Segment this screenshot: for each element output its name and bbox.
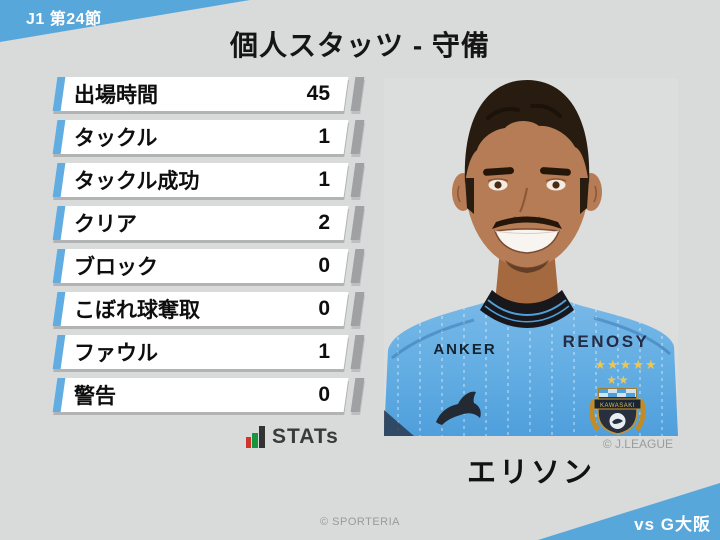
stat-value: 2 bbox=[318, 211, 330, 234]
stat-value: 45 bbox=[306, 82, 330, 105]
bar-chart-icon bbox=[246, 426, 266, 448]
collar-stripe bbox=[487, 299, 567, 316]
stats-logo-text: STATs bbox=[272, 425, 339, 448]
stat-row: クリア 2 bbox=[52, 206, 349, 240]
jersey-seam bbox=[384, 410, 414, 436]
stat-label: タックル成功 bbox=[74, 170, 200, 193]
stat-row-inner: タックル成功 1 bbox=[63, 163, 346, 197]
player-illustration: ANKER RENOSY ★★★★★ ★★ KAWASAKI bbox=[384, 78, 678, 436]
eyebrow-right bbox=[539, 167, 571, 176]
stat-label: ブロック bbox=[74, 256, 158, 279]
sponsor-renosy-text: RENOSY bbox=[563, 332, 650, 351]
club-crest: KAWASAKI bbox=[589, 387, 646, 435]
player-name: エリソン bbox=[466, 457, 595, 489]
stat-label: 警告 bbox=[74, 385, 116, 408]
stat-row-inner: ファウル 1 bbox=[63, 335, 346, 369]
chin-beard bbox=[505, 260, 549, 273]
crest-laurel-right bbox=[634, 399, 646, 432]
green-bar bbox=[252, 433, 258, 448]
mustache bbox=[492, 216, 562, 229]
sideburn-left bbox=[465, 178, 474, 214]
stat-value: 0 bbox=[318, 297, 330, 320]
stat-label: クリア bbox=[74, 213, 137, 236]
stat-value: 1 bbox=[318, 125, 330, 148]
round-ribbon: J1 第24節 bbox=[0, 0, 250, 42]
crest-banner bbox=[593, 398, 642, 410]
stat-row: こぼれ球奪取 0 bbox=[52, 292, 349, 326]
stat-label: ファウル bbox=[74, 342, 158, 365]
stat-value: 0 bbox=[318, 254, 330, 277]
stat-row-inner: こぼれ球奪取 0 bbox=[63, 292, 346, 326]
stat-row: タックル 1 bbox=[52, 120, 349, 154]
crest-dolphin bbox=[612, 418, 623, 424]
sponsor-anker-text: ANKER bbox=[433, 341, 496, 358]
hair-waves bbox=[486, 103, 562, 120]
opponent-ribbon: vs G大阪 bbox=[538, 483, 720, 540]
collar-stripe bbox=[484, 305, 570, 323]
eyebrow-left bbox=[483, 167, 515, 176]
crest-laurel-left bbox=[589, 399, 601, 432]
stat-row-inner: タックル 1 bbox=[63, 120, 346, 154]
site-credit: © SPORTERIA bbox=[319, 516, 401, 528]
player-head bbox=[452, 80, 602, 273]
crest-text: KAWASAKI bbox=[600, 403, 635, 409]
sideburn-right bbox=[580, 178, 589, 214]
puma-logo-icon bbox=[436, 391, 481, 425]
red-bar bbox=[246, 437, 251, 448]
stat-row-inner: ブロック 0 bbox=[63, 249, 346, 283]
stat-row-inner: 出場時間 45 bbox=[63, 77, 346, 111]
page-title: 個人スタッツ - 守備 bbox=[230, 30, 490, 61]
opponent-badge-label: vs G大阪 bbox=[634, 515, 711, 534]
stat-row: タックル成功 1 bbox=[52, 163, 349, 197]
stat-row: 出場時間 45 bbox=[52, 77, 349, 111]
collar bbox=[480, 290, 574, 328]
dark-bar bbox=[259, 426, 265, 448]
stat-row: 警告 0 bbox=[52, 378, 349, 412]
stat-label: 出場時間 bbox=[74, 84, 158, 107]
stat-row-inner: クリア 2 bbox=[63, 206, 346, 240]
hair bbox=[464, 80, 590, 184]
championship-stars-row2: ★★ bbox=[606, 373, 630, 387]
photo-credit: © J.LEAGUE bbox=[602, 437, 673, 451]
jersey-folds bbox=[391, 316, 672, 360]
stat-row: ファウル 1 bbox=[52, 335, 349, 369]
player-photo: ANKER RENOSY ★★★★★ ★★ KAWASAKI bbox=[384, 78, 678, 436]
stat-value: 0 bbox=[318, 383, 330, 406]
stat-value: 1 bbox=[318, 168, 330, 191]
stat-label: こぼれ球奪取 bbox=[74, 299, 200, 322]
championship-stars-row1: ★★★★★ bbox=[594, 357, 657, 372]
stat-row: ブロック 0 bbox=[52, 249, 349, 283]
round-badge-label: J1 第24節 bbox=[26, 11, 102, 28]
stat-value: 1 bbox=[318, 340, 330, 363]
stats-logo: STATs bbox=[246, 426, 339, 448]
stat-label: タックル bbox=[74, 127, 158, 150]
smile bbox=[493, 228, 561, 254]
stat-row-inner: 警告 0 bbox=[63, 378, 346, 412]
